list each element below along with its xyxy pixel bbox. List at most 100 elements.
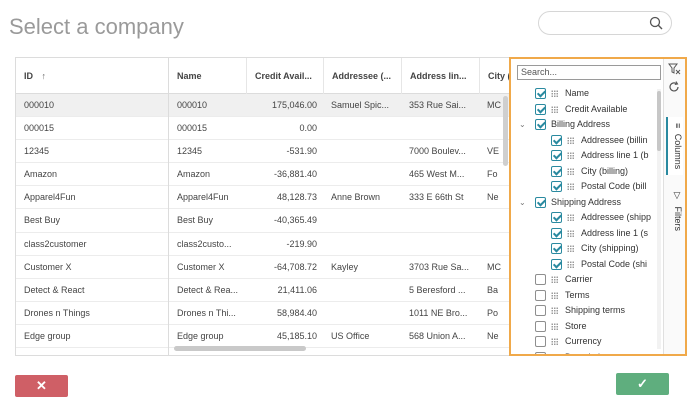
cell-city: VE — [487, 146, 500, 157]
column-checkbox[interactable] — [551, 227, 562, 239]
column-toggle-item[interactable]: ⌄ Shipping Address — [511, 195, 661, 211]
table-row[interactable]: class2customer class2custo... -219.90 — [16, 233, 509, 256]
drag-handle-icon[interactable] — [551, 353, 559, 354]
column-toggle-item[interactable]: Terms — [511, 288, 661, 304]
column-toggle-item[interactable]: City (shipping) — [511, 241, 661, 257]
table-row[interactable]: 000015 000015 0.00 — [16, 117, 509, 141]
table-row[interactable]: 000010 000010 175,046.00 Samuel Spic... 353 … — [16, 94, 509, 118]
cell-id: Best Buy — [24, 215, 61, 226]
column-checkbox[interactable] — [535, 103, 546, 115]
chevron-down-icon[interactable]: ⌄ — [519, 197, 526, 207]
table-row[interactable]: Customer X Customer X -64,708.72 Kayley 3703… — [16, 256, 509, 279]
search-icon[interactable] — [649, 16, 663, 35]
scrollbar-thumb[interactable] — [657, 91, 661, 151]
column-checkbox[interactable] — [535, 336, 546, 347]
table-row[interactable]: Amazon Amazon -36,881.40 465 West M... Fo — [16, 163, 509, 187]
column-checkbox[interactable] — [551, 243, 562, 254]
column-checkbox[interactable] — [535, 305, 546, 316]
dialog-title: Select a company — [9, 14, 184, 39]
table-row[interactable]: Edge group Edge group 45,185.10 US Office 56… — [16, 325, 509, 349]
column-header-addressee[interactable]: Addressee (... — [323, 58, 401, 94]
drag-handle-icon[interactable] — [551, 338, 559, 345]
column-search-input[interactable]: Search... — [517, 65, 661, 80]
drag-handle-icon[interactable] — [551, 276, 559, 283]
cell-addressee — [323, 163, 401, 186]
column-label: Terms — [565, 289, 590, 300]
column-checkbox[interactable] — [535, 351, 546, 354]
tab-columns[interactable]: ≡ Columns — [666, 117, 683, 175]
table-row[interactable]: Drones n Things Drones n Thi... 58,984.40 1… — [16, 302, 509, 325]
cancel-button[interactable]: ✕ — [15, 375, 68, 397]
cell-id: class2customer — [24, 238, 87, 249]
drag-handle-icon[interactable] — [567, 245, 575, 252]
column-toggle-item[interactable]: Shipping terms — [511, 303, 661, 319]
column-toggle-item[interactable]: Store — [511, 319, 661, 335]
column-toggle-item[interactable]: Postal Code (shi — [511, 257, 661, 273]
column-checkbox[interactable] — [551, 212, 562, 223]
ok-button[interactable]: ✓ — [616, 373, 669, 395]
chevron-down-icon[interactable]: ⌄ — [519, 120, 526, 129]
column-toggle-item[interactable]: Currency — [511, 334, 661, 350]
column-toggle-item[interactable]: Carrier — [511, 272, 661, 288]
column-toggle-item[interactable]: Name — [511, 86, 661, 102]
column-header-label: City (b — [488, 71, 509, 81]
vertical-scrollbar[interactable] — [503, 96, 508, 166]
column-checkbox[interactable] — [535, 119, 546, 130]
column-header-name[interactable]: Name — [169, 58, 246, 94]
drag-handle-icon[interactable] — [567, 214, 575, 221]
cell-addressee: US Office — [331, 330, 370, 341]
column-header-label: ID — [24, 71, 33, 81]
horizontal-scrollbar[interactable] — [174, 346, 306, 351]
checkmark-icon: ✓ — [637, 376, 648, 391]
column-checkbox[interactable] — [551, 258, 562, 270]
column-header-city[interactable]: City (b — [479, 58, 509, 94]
column-list-scrollbar[interactable] — [657, 89, 661, 349]
column-checkbox[interactable] — [535, 289, 546, 301]
drag-handle-icon[interactable] — [551, 105, 559, 113]
cell-name: 000015 — [177, 123, 208, 134]
column-header-credit-available[interactable]: Credit Avail... — [246, 58, 323, 94]
column-checkbox[interactable] — [535, 274, 546, 285]
cell-city: Ne — [487, 330, 499, 341]
drag-handle-icon[interactable] — [567, 167, 575, 175]
column-checkbox[interactable] — [551, 165, 562, 177]
column-toggle-item[interactable]: City (billing) — [511, 164, 661, 180]
table-row[interactable]: 12345 12345 -531.90 7000 Boulev... VE — [16, 140, 509, 164]
drag-handle-icon[interactable] — [567, 183, 575, 190]
column-toggle-item[interactable]: Postal Code (bill — [511, 179, 661, 195]
table-row[interactable]: Detect & React Detect & Rea... 21,411.06 5 … — [16, 279, 509, 302]
tab-filters[interactable]: ▽ Filters — [666, 185, 683, 237]
column-toggle-item[interactable]: Description — [511, 350, 661, 354]
column-checkbox[interactable] — [535, 320, 546, 332]
clear-filter-icon[interactable] — [668, 63, 681, 78]
column-checkbox[interactable] — [551, 181, 562, 192]
cell-city: Ba — [487, 284, 499, 295]
column-checkbox[interactable] — [535, 88, 546, 99]
refresh-icon[interactable] — [668, 81, 680, 96]
column-header-address-line[interactable]: Address lin... — [401, 58, 479, 94]
drag-handle-icon[interactable] — [567, 260, 575, 268]
search-input[interactable] — [538, 11, 672, 35]
column-checkbox[interactable] — [535, 196, 546, 208]
column-checkbox[interactable] — [551, 150, 562, 161]
column-label: Shipping Address — [551, 196, 622, 207]
cell-name: Edge group — [177, 330, 224, 341]
column-toggle-item[interactable]: Address line 1 (b — [511, 148, 661, 164]
column-toggle-item[interactable]: Address line 1 (s — [511, 226, 661, 242]
cell-id: Detect & React — [24, 284, 85, 295]
column-toggle-item[interactable]: Credit Available — [511, 102, 661, 118]
column-toggle-item[interactable]: Addressee (shipp — [511, 210, 661, 226]
table-row[interactable]: Apparel4Fun Apparel4Fun 48,128.73 Anne Brow… — [16, 186, 509, 210]
table-row[interactable]: Best Buy Best Buy -40,365.49 — [16, 209, 509, 233]
drag-handle-icon[interactable] — [567, 136, 575, 144]
column-checkbox[interactable] — [551, 134, 562, 146]
drag-handle-icon[interactable] — [551, 90, 559, 97]
drag-handle-icon[interactable] — [551, 307, 559, 314]
drag-handle-icon[interactable] — [551, 322, 559, 330]
column-toggle-item[interactable]: ⌄ Billing Address — [511, 117, 661, 133]
drag-handle-icon[interactable] — [567, 229, 575, 237]
column-header-id[interactable]: ID ↑ — [16, 58, 168, 94]
drag-handle-icon[interactable] — [567, 152, 575, 159]
drag-handle-icon[interactable] — [551, 291, 559, 299]
column-toggle-item[interactable]: Addressee (billin — [511, 133, 661, 149]
